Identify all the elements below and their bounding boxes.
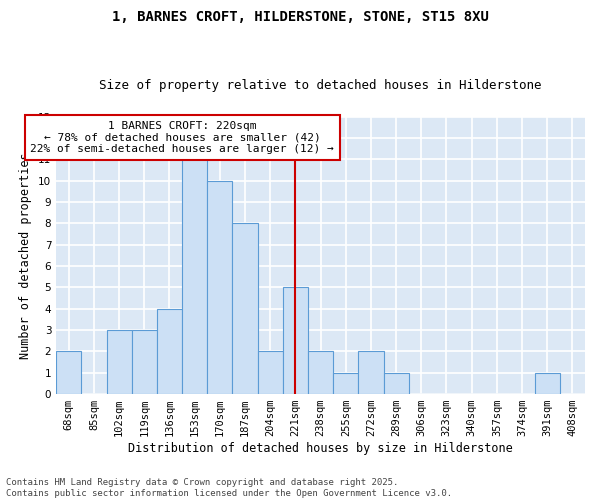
Bar [535,373,560,394]
Bar [283,288,308,394]
Bar [107,330,132,394]
Text: 1 BARNES CROFT: 220sqm
← 78% of detached houses are smaller (42)
22% of semi-det: 1 BARNES CROFT: 220sqm ← 78% of detached… [30,121,334,154]
Bar [132,330,157,394]
Text: 1, BARNES CROFT, HILDERSTONE, STONE, ST15 8XU: 1, BARNES CROFT, HILDERSTONE, STONE, ST1… [112,10,488,24]
Bar [157,309,182,394]
Y-axis label: Number of detached properties: Number of detached properties [19,152,32,358]
X-axis label: Distribution of detached houses by size in Hilderstone: Distribution of detached houses by size … [128,442,513,455]
Bar [232,224,257,394]
Bar [207,181,232,394]
Bar [56,352,82,394]
Bar [308,352,333,394]
Bar [358,352,383,394]
Bar [333,373,358,394]
Bar [182,160,207,394]
Bar [383,373,409,394]
Text: Contains HM Land Registry data © Crown copyright and database right 2025.
Contai: Contains HM Land Registry data © Crown c… [6,478,452,498]
Title: Size of property relative to detached houses in Hilderstone: Size of property relative to detached ho… [100,79,542,92]
Bar [257,352,283,394]
